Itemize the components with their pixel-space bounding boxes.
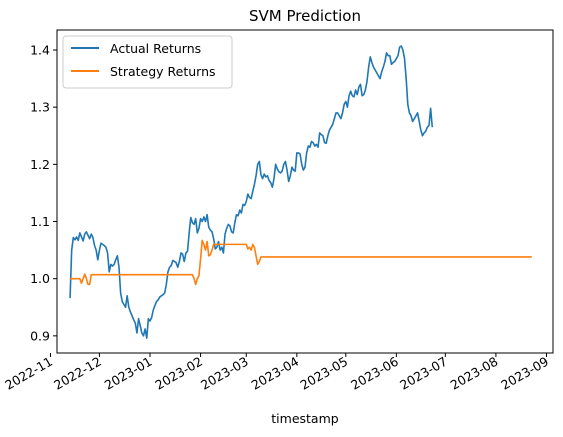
x-tick-label: 2023-09 bbox=[498, 354, 551, 393]
y-tick-label: 1.3 bbox=[30, 100, 50, 115]
legend-frame bbox=[62, 35, 233, 89]
chart-title: SVM Prediction bbox=[249, 7, 361, 25]
x-tick-label: 2022-12 bbox=[51, 354, 104, 393]
x-tick-label: 2023-07 bbox=[397, 354, 450, 393]
legend-label-strategy-returns: Strategy Returns bbox=[110, 64, 216, 79]
x-tick-label: 2023-08 bbox=[448, 354, 501, 393]
x-tick-label: 2023-02 bbox=[152, 354, 205, 393]
y-tick-label: 1.0 bbox=[30, 271, 50, 286]
x-tick-label: 2023-04 bbox=[249, 354, 302, 393]
x-tick-label: 2023-05 bbox=[298, 354, 351, 393]
y-tick-label: 1.4 bbox=[30, 43, 50, 58]
x-axis-label: timestamp bbox=[271, 411, 338, 426]
y-tick-label: 0.9 bbox=[30, 328, 50, 343]
y-tick-label: 1.1 bbox=[30, 214, 50, 229]
y-axis: 0.9 1.0 1.1 1.2 1.3 1.4 bbox=[30, 43, 57, 343]
series-layer bbox=[69, 45, 532, 339]
series-line-strategy-returns bbox=[70, 239, 532, 286]
x-tick-label: 2023-06 bbox=[348, 354, 401, 393]
plot-frame bbox=[56, 29, 554, 354]
x-axis: 2022-112022-122023-012023-022023-032023-… bbox=[2, 353, 551, 393]
x-tick-label: 2023-01 bbox=[102, 354, 155, 393]
series-line-actual-returns bbox=[69, 45, 434, 339]
x-tick-label: 2023-03 bbox=[198, 354, 251, 393]
legend-label-actual-returns: Actual Returns bbox=[110, 41, 201, 56]
legend: Actual Returns Strategy Returns bbox=[62, 35, 233, 89]
y-tick-label: 1.2 bbox=[30, 157, 50, 172]
x-tick-label: 2022-11 bbox=[2, 354, 55, 393]
